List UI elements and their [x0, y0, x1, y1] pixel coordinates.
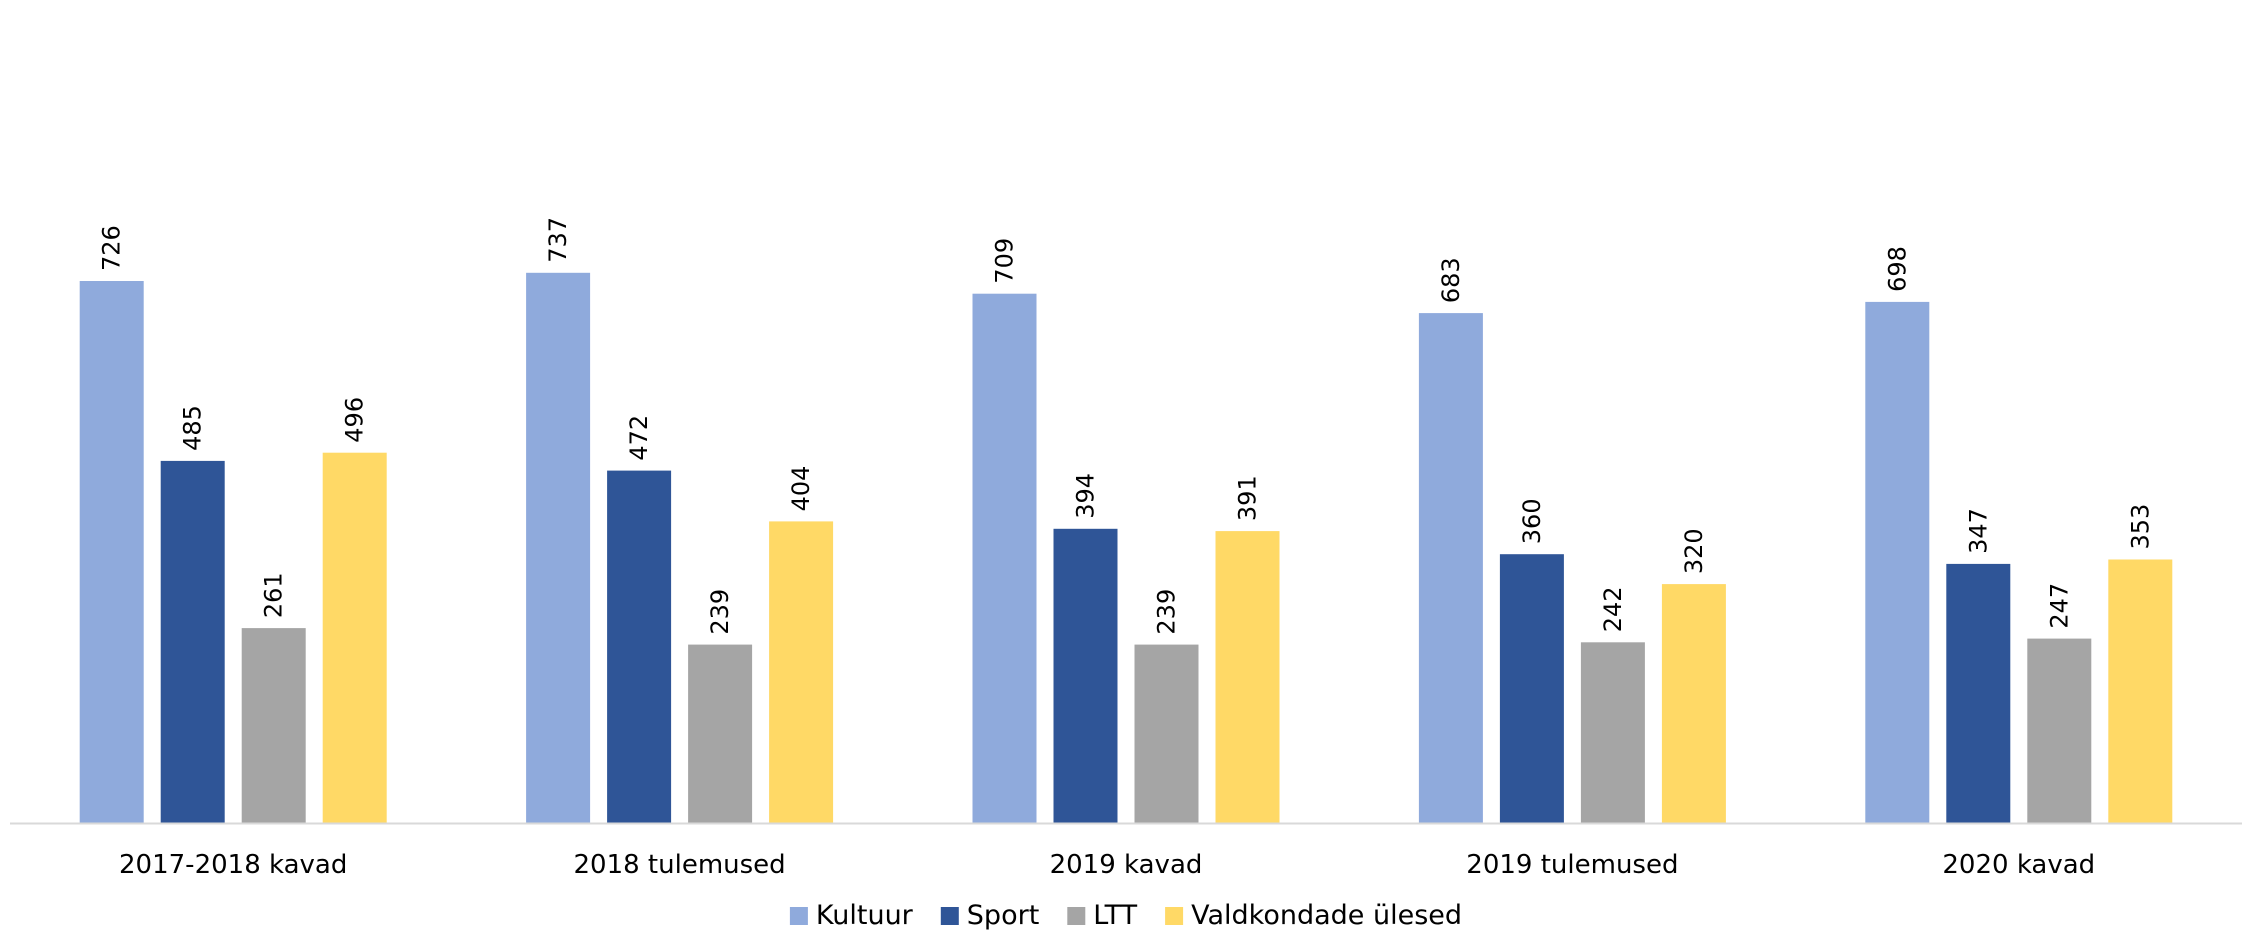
legend: Kultuur Sport LTT Valdkondade ülesed — [789, 900, 1462, 931]
bar-kultuur-2018-tulemused — [526, 272, 591, 823]
bar-ltt-2019-tulemused — [1580, 642, 1645, 823]
value-label-ltt-2018-tulemused: 239 — [706, 589, 734, 635]
bar-kultuur-2020-kavad — [1865, 301, 1930, 823]
value-label-sport-2018-tulemused: 472 — [625, 415, 653, 461]
legend-swatch-valdkondade-ulesed — [1165, 907, 1184, 925]
bar-ltt-2019-kavad — [1134, 644, 1199, 823]
bar-kultuur-2017-2018-kavad — [79, 281, 144, 823]
legend-swatch-sport — [940, 907, 959, 925]
value-label-valdkondade-ulesed-2017-2018-kavad: 496 — [341, 397, 369, 443]
value-label-sport-2019-kavad: 394 — [1072, 473, 1100, 519]
category-label-2020-kavad: 2020 kavad — [1942, 850, 2095, 880]
bar-sport-2018-tulemused — [607, 470, 672, 823]
bar-valdkondade-ulesed-2018-tulemused — [769, 521, 834, 823]
legend-swatch-kultuur — [789, 907, 808, 925]
bar-kultuur-2019-tulemused — [1418, 313, 1483, 823]
bar-valdkondade-ulesed-2019-tulemused — [1661, 584, 1726, 823]
bar-valdkondade-ulesed-2020-kavad — [2108, 559, 2173, 823]
value-label-sport-2019-tulemused: 360 — [1518, 498, 1546, 544]
category-label-2018-tulemused: 2018 tulemused — [574, 850, 786, 880]
category-label-2017-2018-kavad: 2017-2018 kavad — [119, 850, 347, 880]
bars-group — [79, 272, 2173, 823]
bar-ltt-2018-tulemused — [688, 644, 753, 823]
value-label-sport-2020-kavad: 347 — [1964, 508, 1992, 554]
value-label-kultuur-2018-tulemused: 737 — [544, 217, 572, 263]
legend-swatch-ltt — [1067, 907, 1086, 925]
value-label-valdkondade-ulesed-2020-kavad: 353 — [2126, 504, 2154, 550]
legend-item-kultuur: Kultuur — [789, 900, 914, 931]
bar-sport-2019-kavad — [1053, 528, 1118, 823]
bar-ltt-2020-kavad — [2027, 638, 2092, 823]
value-label-ltt-2017-2018-kavad: 261 — [260, 572, 288, 618]
value-label-ltt-2019-tulemused: 242 — [1599, 586, 1627, 632]
bar-sport-2017-2018-kavad — [160, 460, 225, 823]
bar-sport-2019-tulemused — [1499, 554, 1564, 823]
value-labels-group: 726 485 261 496 737 472 239 404 709 394 239 391 683 3… — [98, 217, 2155, 635]
value-label-kultuur-2020-kavad: 698 — [1883, 246, 1911, 292]
value-label-ltt-2019-kavad: 239 — [1153, 589, 1181, 635]
legend-item-ltt: LTT — [1067, 900, 1138, 931]
legend-label-valdkondade-ulesed: Valdkondade ülesed — [1191, 900, 1462, 931]
legend-label-kultuur: Kultuur — [816, 900, 914, 931]
bar-sport-2020-kavad — [1946, 563, 2011, 823]
legend-item-valdkondade-ulesed: Valdkondade ülesed — [1165, 900, 1462, 931]
category-label-2019-tulemused: 2019 tulemused — [1466, 850, 1678, 880]
legend-label-ltt: LTT — [1093, 900, 1137, 931]
value-label-kultuur-2019-tulemused: 683 — [1437, 257, 1465, 303]
value-label-sport-2017-2018-kavad: 485 — [179, 405, 207, 451]
value-label-valdkondade-ulesed-2019-tulemused: 320 — [1680, 528, 1708, 574]
bar-valdkondade-ulesed-2017-2018-kavad — [322, 452, 387, 823]
category-labels-group: 2017-2018 kavad 2018 tulemused 2019 kavad 2… — [119, 850, 2095, 880]
bar-ltt-2017-2018-kavad — [241, 628, 306, 823]
legend-label-sport: Sport — [967, 900, 1039, 931]
bar-valdkondade-ulesed-2019-kavad — [1215, 531, 1280, 823]
value-label-valdkondade-ulesed-2018-tulemused: 404 — [787, 466, 815, 512]
value-label-ltt-2020-kavad: 247 — [2045, 583, 2073, 629]
bar-kultuur-2019-kavad — [972, 293, 1037, 823]
value-label-valdkondade-ulesed-2019-kavad: 391 — [1234, 475, 1262, 521]
legend-item-sport: Sport — [940, 900, 1039, 931]
value-label-kultuur-2017-2018-kavad: 726 — [98, 225, 126, 271]
category-label-2019-kavad: 2019 kavad — [1050, 850, 1203, 880]
value-label-kultuur-2019-kavad: 709 — [991, 238, 1019, 284]
